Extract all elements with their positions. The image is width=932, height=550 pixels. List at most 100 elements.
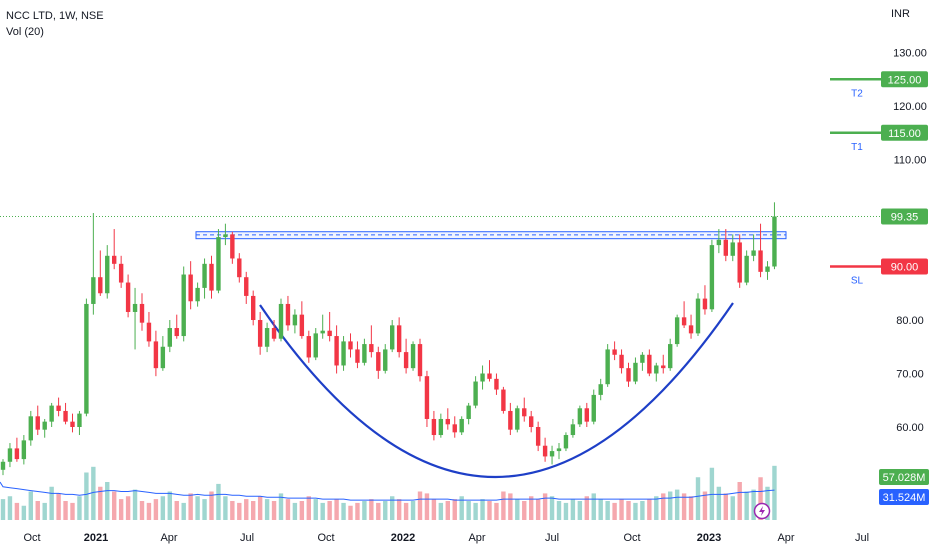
candle-body [237, 258, 242, 278]
candle-body [688, 325, 694, 334]
candle-body [633, 362, 638, 382]
level-badge-sl [881, 258, 928, 275]
volume-bar [605, 501, 610, 520]
volume-bar [751, 489, 756, 520]
candle-body [306, 336, 311, 358]
chart-title: NCC LTD, 1W, NSE [6, 10, 104, 22]
volume-bar [188, 493, 193, 520]
x-tick-label: 2023 [697, 532, 721, 544]
candle-body [271, 328, 277, 339]
volume-bar [167, 491, 172, 520]
volume-bar [139, 501, 145, 520]
level-price-t1: 115.00 [888, 128, 921, 140]
volume-bar [63, 501, 68, 520]
volume-bar [98, 486, 103, 520]
candle-body [278, 303, 284, 339]
candle-body [709, 245, 715, 310]
volume-bar [362, 501, 367, 520]
candle-body [452, 424, 457, 433]
volume-bar [271, 501, 277, 520]
candle-body [362, 344, 367, 363]
volume-bar [14, 502, 20, 520]
volume-bar [341, 502, 346, 520]
candle-body [563, 435, 569, 449]
volume-bar [70, 502, 75, 520]
candle-body [480, 373, 485, 382]
candle-body [640, 354, 645, 363]
volume-bar [153, 499, 159, 520]
candle-body [494, 378, 499, 390]
candle-body [626, 368, 631, 382]
candle-body [105, 255, 110, 294]
candle-body [125, 282, 131, 312]
candle-body [403, 352, 409, 369]
candle-body [160, 346, 166, 369]
volume-bar [0, 499, 6, 520]
y-tick-label: 60.00 [896, 422, 924, 434]
volume-bar [556, 501, 562, 520]
volume-bar [181, 502, 186, 520]
volume-bar [702, 491, 708, 520]
candle-body [341, 341, 346, 366]
candle-body [744, 255, 749, 283]
x-tick-label: 2022 [391, 532, 415, 544]
volume-bar [445, 501, 450, 520]
volume-value-label: 31.524M [883, 492, 926, 504]
volume-bar [244, 499, 249, 520]
volume-bar [591, 493, 596, 520]
volume-bar [257, 496, 263, 520]
volume-bar [216, 483, 221, 520]
volume-indicator-label[interactable]: Vol (20) [6, 26, 44, 38]
candle-body [195, 287, 200, 302]
candle-body [695, 298, 701, 334]
volume-bar [424, 493, 430, 520]
candle-body [167, 328, 172, 347]
volume-bar [390, 496, 395, 520]
level-badge-t2 [881, 71, 928, 88]
x-tick-label: 2021 [84, 532, 108, 544]
volume-bar [508, 493, 513, 520]
volume-bar [654, 496, 659, 520]
candle-body [21, 440, 27, 460]
volume-bar [195, 496, 200, 520]
candle-body [730, 242, 735, 256]
candle-body [77, 413, 82, 427]
volume-bar [132, 489, 138, 520]
last-price-label: 99.35 [891, 211, 919, 223]
candle-body [42, 421, 47, 430]
candle-body [681, 317, 687, 326]
volume-bar [633, 502, 638, 520]
volume-bar [494, 502, 499, 520]
volume-value-badge [879, 469, 929, 485]
volume-bar [77, 496, 82, 520]
candle-body [70, 421, 75, 427]
x-tick-label: Apr [468, 532, 485, 544]
candle-body [118, 263, 124, 283]
candle-body [723, 239, 728, 256]
candle-body [188, 274, 193, 302]
candle-body [647, 354, 652, 374]
last-price-badge [881, 208, 928, 225]
volume-bar [383, 501, 388, 520]
candle-body [244, 277, 249, 296]
candle-body [174, 328, 179, 337]
candle-body [299, 314, 305, 337]
x-tick-label: Oct [623, 532, 640, 544]
candle-body [445, 418, 450, 425]
volume-bar [348, 505, 353, 520]
volume-bar [765, 486, 770, 520]
volume-bar [723, 493, 728, 520]
candle-body [285, 303, 291, 326]
candle-body [146, 322, 152, 342]
volume-bar [674, 489, 680, 520]
volume-ma-line [0, 481, 775, 501]
x-tick-label: Apr [777, 532, 794, 544]
volume-bar [35, 501, 40, 520]
candle-body [584, 408, 589, 422]
candle-body [264, 328, 270, 347]
volume-bar [716, 486, 722, 520]
volume-bar [709, 467, 715, 520]
volume-bar [355, 502, 360, 520]
candle-body [14, 448, 20, 460]
